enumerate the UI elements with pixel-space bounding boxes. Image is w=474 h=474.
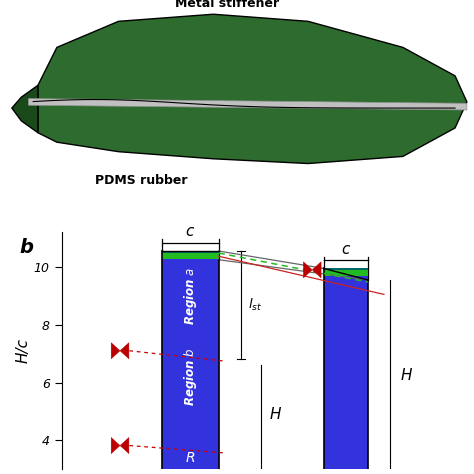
Bar <box>162 259 219 469</box>
Bar <box>323 270 368 276</box>
Polygon shape <box>303 262 312 278</box>
Text: PDMS rubber: PDMS rubber <box>95 173 187 187</box>
Text: $l_{st}$: $l_{st}$ <box>248 297 263 313</box>
Text: Metal stiffener: Metal stiffener <box>175 0 280 10</box>
Polygon shape <box>120 343 129 359</box>
Bar <box>162 251 219 253</box>
Bar <box>323 268 368 270</box>
Bar <box>162 253 219 259</box>
Polygon shape <box>120 438 129 454</box>
Polygon shape <box>28 99 467 110</box>
Y-axis label: H/c: H/c <box>16 338 31 363</box>
Polygon shape <box>312 262 321 278</box>
Text: $H$: $H$ <box>400 366 413 383</box>
Polygon shape <box>12 85 38 133</box>
Polygon shape <box>111 343 120 359</box>
Text: b: b <box>19 238 33 257</box>
Polygon shape <box>111 438 120 454</box>
Text: $R$: $R$ <box>185 451 196 465</box>
Text: $c$: $c$ <box>341 242 351 257</box>
Bar <box>323 276 368 469</box>
Text: $H$: $H$ <box>269 406 282 422</box>
Text: Region $a$: Region $a$ <box>182 267 199 325</box>
Text: $c$: $c$ <box>185 225 196 239</box>
Polygon shape <box>38 14 467 164</box>
Text: Region $b$: Region $b$ <box>182 347 199 406</box>
